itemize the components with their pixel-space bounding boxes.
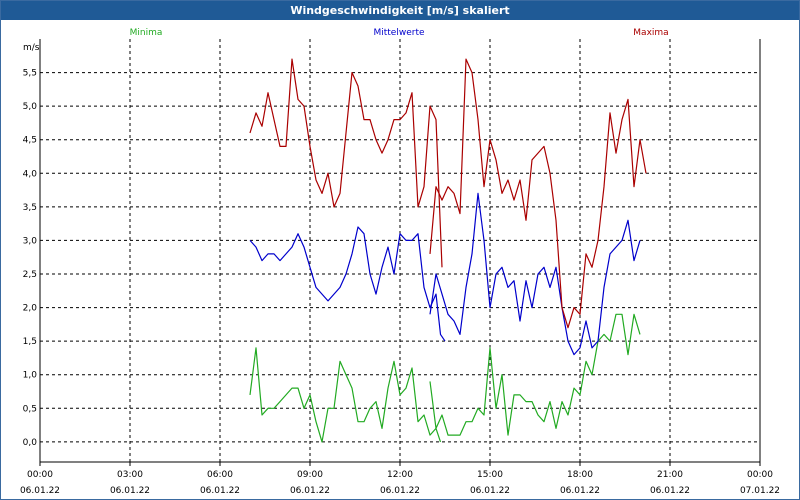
series-line-maxima xyxy=(249,58,443,268)
x-tick-date: 06.01.22 xyxy=(650,486,690,496)
y-tick-label: 1,5 xyxy=(23,337,37,347)
y-tick-label: 4,5 xyxy=(23,136,37,146)
y-tick-label: 5,5 xyxy=(23,69,37,79)
series-line-mittelwerte xyxy=(429,192,641,356)
x-tick-time: 18:00 xyxy=(567,470,593,480)
x-tick-date: 06.01.22 xyxy=(20,486,60,496)
series-group xyxy=(249,58,647,443)
y-axis-label: m/s xyxy=(23,43,40,53)
y-tick-label: 2,5 xyxy=(23,270,37,280)
y-tick-label: 4,0 xyxy=(23,169,38,179)
x-tick-date: 06.01.22 xyxy=(110,486,150,496)
grid xyxy=(40,39,760,462)
x-tick-time: 21:00 xyxy=(657,470,683,480)
y-tick-label: 0,0 xyxy=(23,438,38,448)
legend-maxima: Maxima xyxy=(633,28,668,38)
x-tick-date: 06.01.22 xyxy=(290,486,330,496)
x-tick-time: 09:00 xyxy=(297,470,323,480)
y-tick-label: 5,0 xyxy=(23,102,38,112)
series-line-maxima xyxy=(429,58,647,329)
y-tick-label: 2,0 xyxy=(23,304,38,314)
x-tick-time: 00:00 xyxy=(27,470,53,480)
x-tick-date: 06.01.22 xyxy=(470,486,510,496)
y-tick-label: 0,5 xyxy=(23,404,37,414)
series-line-minima xyxy=(249,347,442,443)
x-tick-time: 03:00 xyxy=(117,470,143,480)
y-tick-label: 1,0 xyxy=(23,371,38,381)
x-tick-time: 12:00 xyxy=(387,470,413,480)
chart-title: Windgeschwindigkeit [m/s] skaliert xyxy=(1,1,799,20)
x-tick-time: 15:00 xyxy=(477,470,503,480)
x-tick-time: 06:00 xyxy=(207,470,233,480)
x-tick-date: 06.01.22 xyxy=(560,486,600,496)
x-tick-time: 00:00 xyxy=(747,470,773,480)
series-line-minima xyxy=(429,313,641,436)
labels: 0,0 0,5 1,0 1,5 2,0 2,5 3,0 3,5 4,0 4,5 5,0 5,5 00:0… xyxy=(20,28,780,496)
series-line-mittelwerte xyxy=(249,226,446,342)
x-tick-date: 06.01.22 xyxy=(200,486,240,496)
x-tick-date: 06.01.22 xyxy=(380,486,420,496)
y-tick-label: 3,0 xyxy=(23,236,38,246)
legend-mittelwerte: Mittelwerte xyxy=(373,28,424,38)
y-tick-label: 3,5 xyxy=(23,203,37,213)
axes xyxy=(39,39,761,466)
x-tick-date: 07.01.22 xyxy=(740,486,780,496)
legend-minima: Minima xyxy=(130,28,163,38)
